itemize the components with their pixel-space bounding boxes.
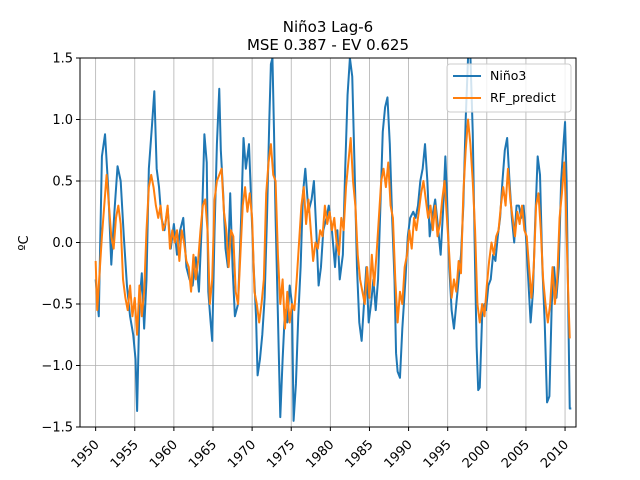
legend-label-nino3: Niño3 (490, 68, 526, 83)
y-tick-label: 0.5 (52, 175, 73, 190)
series-layer (94, 58, 572, 422)
chart-title: Niño3 Lag-6 (283, 18, 373, 36)
y-tick-label: 0.0 (52, 236, 73, 251)
y-axis-label: ºC (17, 235, 32, 250)
series-line-rf-predict (94, 118, 571, 339)
legend: Niño3 RF_predict (446, 63, 572, 113)
y-tick-label: −1.0 (41, 359, 73, 374)
plot-area-frame (79, 57, 577, 428)
y-tick-label: 1.0 (52, 113, 73, 128)
y-tick-label: 1.5 (52, 52, 73, 67)
y-tick-label: −1.5 (41, 421, 73, 436)
chart-subtitle: MSE 0.387 - EV 0.625 (247, 36, 409, 54)
y-tick-label: −0.5 (41, 298, 73, 313)
legend-label-rf-predict: RF_predict (490, 90, 556, 105)
